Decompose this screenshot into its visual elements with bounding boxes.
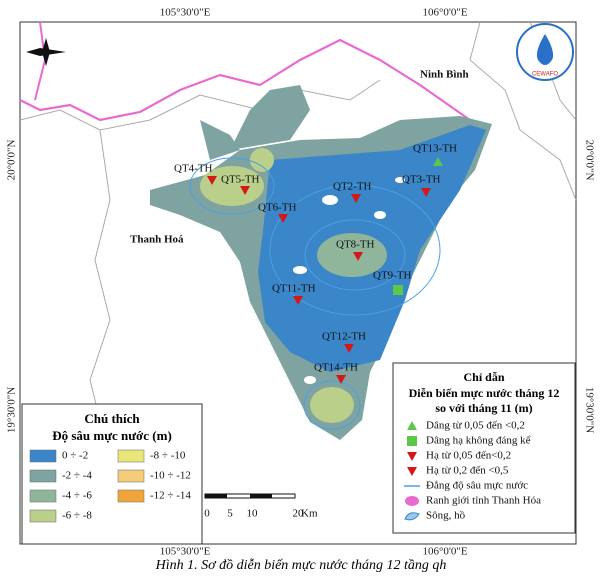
legend-label: -8 ÷ -10 xyxy=(150,450,186,462)
station-marker xyxy=(393,285,403,295)
legend-swatch xyxy=(29,489,57,503)
legend-box xyxy=(392,362,576,534)
logo-text: CEWAFO xyxy=(532,72,558,78)
legend-label: -12 ÷ -14 xyxy=(150,490,191,502)
station-marker xyxy=(407,467,417,476)
legend-label: Dâng từ 0,05 đến <0,2 xyxy=(426,420,525,432)
scale-tick: 10 xyxy=(247,508,259,520)
scale-tick: 20 xyxy=(293,508,305,520)
station-label: QT4-TH xyxy=(174,163,213,175)
station-marker xyxy=(240,186,250,195)
legend-subtitle: Độ sâu mực nước (m) xyxy=(52,428,172,443)
legend-label: -4 ÷ -6 xyxy=(62,490,92,502)
station-marker xyxy=(351,194,361,203)
legend-title: Chỉ dẫn xyxy=(463,370,504,384)
north-arrow xyxy=(26,38,66,66)
coord-label: 105°30'0"E xyxy=(160,546,211,558)
aquifer-area xyxy=(200,85,310,160)
legend-label: Hạ từ 0,05 đến<0,2 xyxy=(426,450,511,462)
station-marker xyxy=(433,157,443,166)
coord-label: 19°30'0"N xyxy=(6,387,18,433)
station-marker xyxy=(407,452,417,461)
place-label: Ninh Bình xyxy=(420,69,469,81)
scale-bar xyxy=(204,493,296,499)
caption: Hình 1. Sơ đồ diễn biến mực nước tháng 1… xyxy=(155,558,447,573)
depth-zone xyxy=(317,233,387,277)
coord-label: 106°0'0"E xyxy=(422,546,467,558)
station-marker xyxy=(421,188,431,197)
coord-label: 20°0'0"N xyxy=(583,140,595,181)
station-marker xyxy=(353,252,363,261)
legend-label: 0 ÷ -2 xyxy=(62,450,88,462)
scale-tick: 0 xyxy=(204,508,210,520)
legend-swatch xyxy=(117,469,145,483)
legend-boundary xyxy=(405,496,419,506)
station-label: QT11-TH xyxy=(272,283,316,295)
legend-swatch xyxy=(29,469,57,483)
legend-label: Ranh giới tỉnh Thanh Hóa xyxy=(426,495,541,507)
coord-label: 106°0'0"E xyxy=(422,7,467,19)
legend-label: Sông, hồ xyxy=(426,510,466,522)
legend-swatch xyxy=(117,489,145,503)
logo: CEWAFO xyxy=(516,23,574,81)
legend-subtitle: so với tháng 11 (m) xyxy=(435,401,532,415)
coord-label: 19°30'0"N xyxy=(583,387,595,433)
legend-river xyxy=(404,512,420,521)
coord-label: 20°0'0"N xyxy=(6,140,18,181)
station-marker xyxy=(407,421,417,430)
legend-title: Chú thích xyxy=(84,411,140,426)
legend-swatch xyxy=(117,449,145,463)
station-label: QT9-TH xyxy=(373,270,412,282)
legend-swatch xyxy=(29,449,57,463)
station-marker xyxy=(344,344,354,353)
legend-label: Hạ từ 0,2 đến <0,5 xyxy=(426,465,509,477)
contour-lines xyxy=(189,157,441,430)
scale-unit: Km xyxy=(301,508,318,520)
rivers xyxy=(241,177,405,384)
station-marker xyxy=(207,176,217,185)
depth-zone xyxy=(250,148,274,172)
coord-label: 105°30'0"E xyxy=(160,7,211,19)
legend-label: Đẳng độ sâu mực nước xyxy=(426,480,528,492)
station-marker xyxy=(293,296,303,305)
legend-label: Dâng hạ không đáng kể xyxy=(426,435,531,447)
station-label: QT8-TH xyxy=(336,239,375,251)
station-label: QT5-TH xyxy=(221,174,260,186)
station-marker xyxy=(336,375,346,384)
place-label: Thanh Hoá xyxy=(130,234,184,246)
legend-label: -2 ÷ -4 xyxy=(62,470,92,482)
legend-swatch xyxy=(29,509,57,523)
station-label: QT14-TH xyxy=(314,362,358,374)
scale-tick: 5 xyxy=(227,508,233,520)
legend-subtitle: Diễn biến mực nước tháng 12 xyxy=(409,386,560,400)
legend-label: -6 ÷ -8 xyxy=(62,510,92,522)
station-label: QT3-TH xyxy=(402,174,441,186)
depth-zone xyxy=(310,387,354,423)
station-label: QT13-TH xyxy=(413,143,457,155)
station-marker xyxy=(407,436,417,446)
station-marker xyxy=(278,214,288,223)
station-label: QT2-TH xyxy=(333,181,372,193)
station-label: QT6-TH xyxy=(258,202,297,214)
legend-label: -10 ÷ -12 xyxy=(150,470,191,482)
station-label: QT12-TH xyxy=(322,331,366,343)
province-boundary xyxy=(19,38,471,122)
